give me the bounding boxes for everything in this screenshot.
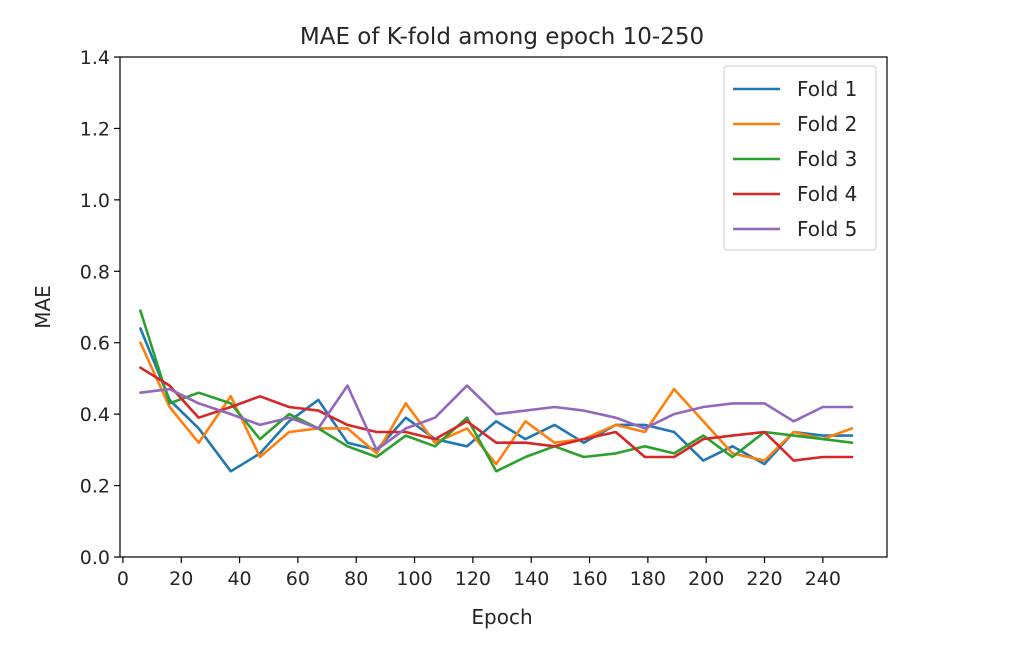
x-tick-label: 20 [169,568,193,590]
legend-label-fold-4: Fold 4 [797,182,857,206]
legend-label-fold-5: Fold 5 [797,217,857,241]
y-tick-label: 0.2 [80,476,110,498]
legend-label-fold-1: Fold 1 [797,77,857,101]
x-tick-label: 120 [455,568,491,590]
legend-box [723,65,877,251]
legend-items: Fold 1 Fold 2 Fold 3 Fold 4 Fold 5 [733,77,857,241]
legend-label-fold-3: Fold 3 [797,147,857,171]
x-axis-title: Epoch [471,605,532,629]
x-tick-label: 100 [396,568,432,590]
y-tick-label: 0.0 [80,547,110,569]
x-tick-label: 180 [630,568,666,590]
x-tick-label: 200 [688,568,724,590]
x-tick-label: 80 [344,568,368,590]
x-tick-label: 140 [513,568,549,590]
y-axis: 0.0 0.2 0.4 0.6 0.8 1.0 1.2 1.4 [80,47,120,569]
y-tick-label: 1.2 [80,118,110,140]
x-tick-label: 60 [286,568,310,590]
x-tick-label: 220 [746,568,782,590]
y-tick-label: 0.6 [80,333,110,355]
chart-title: MAE of K-fold among epoch 10-250 [300,24,704,50]
series-line-fold-1 [139,327,854,473]
x-tick-label: 160 [571,568,607,590]
series-line-fold-4 [139,366,854,462]
y-axis-title: MAE [31,285,55,329]
legend: Fold 1 Fold 2 Fold 3 Fold 4 Fold 5 [723,65,877,251]
y-tick-label: 1.0 [80,190,110,212]
x-tick-label: 0 [117,568,129,590]
y-tick-label: 0.8 [80,261,110,283]
x-tick-label: 40 [227,568,251,590]
y-tick-label: 1.4 [80,47,110,69]
x-axis: 0 20 40 60 80 100 120 140 160 180 200 220 240 [117,557,841,590]
series-layer [139,309,854,473]
series-line-fold-2 [139,341,854,466]
legend-label-fold-2: Fold 2 [797,112,857,136]
x-tick-label: 240 [805,568,841,590]
series-line-fold-5 [139,384,854,452]
plot-frame [119,56,888,558]
y-tick-label: 0.4 [80,404,110,426]
series-line-fold-3 [139,309,854,473]
